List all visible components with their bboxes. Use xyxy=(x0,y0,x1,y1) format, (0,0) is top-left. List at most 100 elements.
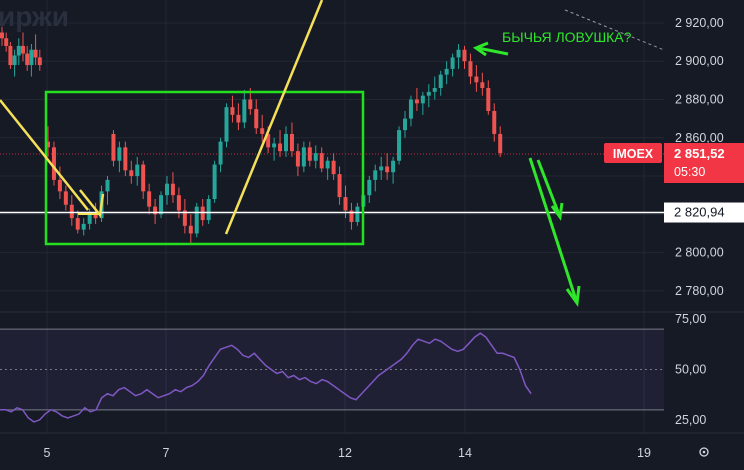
candle xyxy=(397,126,402,165)
candle xyxy=(206,195,211,224)
candle-body xyxy=(444,68,449,75)
candle-body xyxy=(456,49,461,58)
settings-gear-icon[interactable] xyxy=(699,447,709,457)
candle xyxy=(301,141,306,173)
price-tag xyxy=(664,143,744,184)
candle xyxy=(33,34,38,66)
candle xyxy=(170,172,175,203)
candle xyxy=(81,218,86,236)
candle xyxy=(444,61,449,85)
candle-body xyxy=(46,141,50,148)
candle xyxy=(278,130,283,157)
candle-body xyxy=(105,179,110,192)
price-axis-label: 2 900,00 xyxy=(675,54,724,68)
price-axis-label: 2 920,00 xyxy=(675,16,724,30)
green-arrow-short-head xyxy=(550,202,564,221)
candle xyxy=(57,166,62,200)
candle-body xyxy=(141,164,146,192)
green-arrow-long-head xyxy=(565,285,581,308)
candle-body xyxy=(272,143,277,148)
candle-body xyxy=(242,99,247,123)
candle-body xyxy=(33,49,38,58)
candle-body xyxy=(432,88,437,92)
candle xyxy=(474,65,479,92)
candle-body xyxy=(176,195,181,211)
candle-body xyxy=(480,82,485,89)
candle-body xyxy=(355,206,360,222)
candle-body xyxy=(260,128,265,134)
candle-body xyxy=(25,53,30,66)
symbol-tag-label: IMOEX xyxy=(613,147,654,161)
level-tag-label: 2 820,94 xyxy=(674,205,725,220)
candle xyxy=(135,156,140,186)
candle xyxy=(0,26,4,46)
candle-body xyxy=(266,133,271,148)
candle-body xyxy=(75,218,80,230)
candle xyxy=(492,103,497,142)
candle-body xyxy=(212,164,217,200)
candle-body xyxy=(301,147,306,167)
candle-body xyxy=(474,76,479,83)
candle xyxy=(25,45,30,71)
candle xyxy=(456,44,461,69)
candle-body xyxy=(379,166,384,171)
candle xyxy=(403,110,407,138)
candle-body xyxy=(194,206,199,234)
candle-body xyxy=(373,170,378,180)
green-arrow-annotation xyxy=(477,46,509,56)
candle-body xyxy=(170,183,175,196)
candle xyxy=(21,32,25,62)
candle xyxy=(8,42,13,69)
candle xyxy=(16,38,21,66)
candle-body xyxy=(218,141,223,165)
candle xyxy=(182,199,187,234)
candle xyxy=(29,44,34,77)
rsi-band xyxy=(0,329,664,410)
candle xyxy=(159,191,164,219)
range-box xyxy=(44,90,365,246)
candle-body xyxy=(224,107,229,142)
candle xyxy=(51,141,56,186)
candle xyxy=(385,153,390,180)
candle xyxy=(254,99,259,134)
price-axis: 2 920,00 2 900,00 2 880,00 2 860,00 2 800,00… xyxy=(675,16,724,298)
candle-body xyxy=(182,210,187,226)
candle xyxy=(295,143,300,177)
candle xyxy=(212,160,217,203)
candle-body xyxy=(313,153,318,161)
candle xyxy=(391,156,396,184)
candle xyxy=(224,103,229,148)
candle xyxy=(319,147,324,173)
candle xyxy=(63,185,68,211)
candle xyxy=(432,76,437,100)
candle-body xyxy=(153,206,158,215)
time-axis-label: 5 xyxy=(44,446,51,460)
candle xyxy=(480,72,485,96)
candle-body xyxy=(391,160,396,173)
time-axis-label: 12 xyxy=(338,446,352,460)
candle-body xyxy=(159,195,164,215)
candle-body xyxy=(397,130,402,161)
symbol-tag xyxy=(604,143,662,164)
candle-body xyxy=(63,191,68,205)
green-arrow-annotation-head xyxy=(472,41,489,57)
candle xyxy=(373,164,378,192)
candle-body xyxy=(492,110,497,134)
yellow-trendline-left xyxy=(0,99,89,211)
candle-body xyxy=(468,61,473,77)
candle xyxy=(46,126,50,157)
candle-body xyxy=(21,45,25,54)
candle xyxy=(165,176,169,205)
candle xyxy=(486,80,491,115)
candle-body xyxy=(230,107,235,115)
candle xyxy=(408,95,413,127)
candle xyxy=(349,202,354,230)
candle-body xyxy=(69,204,74,219)
candle-body xyxy=(206,199,211,221)
candle-body xyxy=(200,206,205,221)
candle-body xyxy=(111,133,116,161)
candle-body xyxy=(57,179,62,192)
candle-body xyxy=(87,214,92,224)
candle-body xyxy=(81,223,86,230)
